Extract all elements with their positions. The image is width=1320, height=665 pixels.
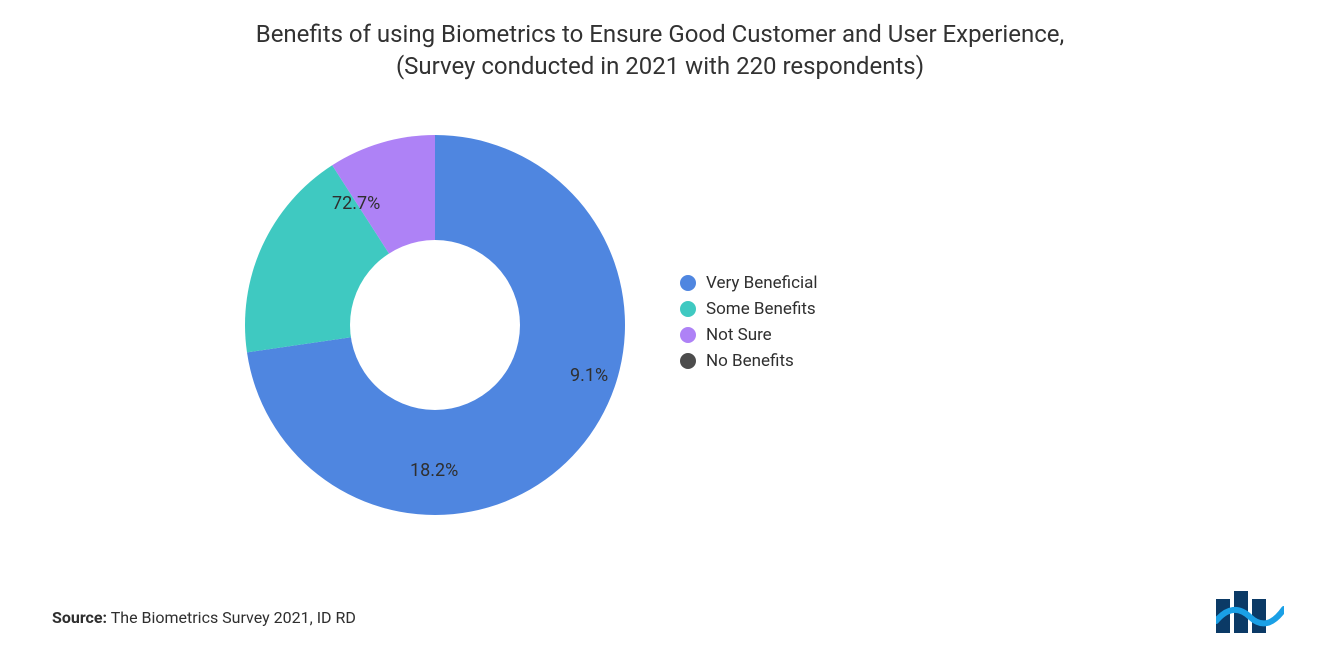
legend-swatch-icon <box>680 327 696 343</box>
title-line-1: Benefits of using Biometrics to Ensure G… <box>0 18 1320 50</box>
chart-title: Benefits of using Biometrics to Ensure G… <box>0 0 1320 83</box>
legend-label: Some Benefits <box>706 299 816 319</box>
slice-value-label: 18.2% <box>410 460 458 481</box>
legend-item: Very Beneficial <box>680 273 818 293</box>
title-line-2: (Survey conducted in 2021 with 220 respo… <box>0 50 1320 82</box>
legend: Very Beneficial Some Benefits Not Sure No B… <box>680 273 818 377</box>
slice-value-label: 72.7% <box>332 193 380 214</box>
legend-label: No Benefits <box>706 351 794 371</box>
legend-label: Not Sure <box>706 325 772 345</box>
source-line: Source: The Biometrics Survey 2021, ID R… <box>52 608 356 627</box>
chart-area: 72.7% 18.2% 9.1% Very Beneficial Some Benef… <box>0 115 1320 555</box>
logo-bar-3 <box>1252 599 1266 633</box>
source-prefix: Source: <box>52 608 107 627</box>
slice-value-label: 9.1% <box>570 365 608 386</box>
legend-swatch-icon <box>680 301 696 317</box>
source-text: The Biometrics Survey 2021, ID RD <box>107 608 356 627</box>
legend-swatch-icon <box>680 353 696 369</box>
legend-item: Some Benefits <box>680 299 818 319</box>
legend-label: Very Beneficial <box>706 273 818 293</box>
legend-item: No Benefits <box>680 351 818 371</box>
legend-swatch-icon <box>680 275 696 291</box>
donut-hole <box>350 240 520 410</box>
legend-item: Not Sure <box>680 325 818 345</box>
brand-logo-icon <box>1216 591 1284 637</box>
